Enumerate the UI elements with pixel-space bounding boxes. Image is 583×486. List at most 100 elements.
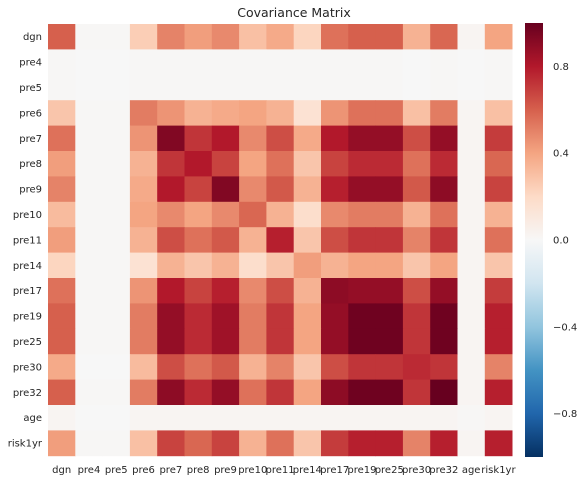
heatmap-cell (402, 125, 431, 152)
heatmap-cell (375, 379, 404, 406)
heatmap-cell (293, 151, 322, 177)
heatmap-cell (75, 100, 103, 126)
heatmap-cell (211, 252, 240, 279)
heatmap-cell (457, 100, 486, 126)
heatmap-cell (102, 252, 131, 279)
y-tick-label: pre14 (13, 261, 42, 272)
colorbar: −0.8 −0.4 0.0 0.4 0.8 (525, 23, 577, 457)
y-tick-label: pre8 (19, 159, 42, 170)
heatmap-cell (375, 430, 404, 457)
heatmap-cell (293, 227, 322, 253)
heatmap-cell (75, 125, 103, 152)
heatmap-cell (402, 328, 431, 355)
heatmap-cell (239, 49, 267, 76)
heatmap-cell (211, 74, 240, 101)
heatmap-cell (211, 303, 240, 330)
x-tick-label: pre19 (347, 465, 376, 476)
y-tick-label: pre17 (13, 286, 42, 297)
x-tick-label: pre7 (159, 465, 182, 476)
heatmap-cell (402, 151, 431, 177)
x-tick-label: pre10 (238, 465, 267, 476)
heatmap-cell (48, 151, 76, 177)
heatmap-cell (375, 303, 404, 330)
heatmap-cell (129, 354, 158, 380)
heatmap-cell (402, 201, 431, 228)
heatmap-cell (266, 252, 295, 279)
heatmap-cell (293, 430, 322, 457)
heatmap-cell (75, 278, 103, 304)
heatmap-cell (430, 151, 458, 177)
heatmap-cell (129, 125, 158, 152)
heatmap-cell (239, 303, 267, 330)
heatmap-cell (102, 227, 131, 253)
y-tick-label: age (23, 413, 42, 424)
heatmap-cell (375, 100, 404, 126)
heatmap-cell (75, 49, 103, 76)
heatmap-cell (484, 201, 513, 228)
heatmap-cell (457, 74, 486, 101)
heatmap-cell (48, 125, 76, 152)
heatmap-cell (457, 430, 486, 457)
x-tick-label: risk1yr (481, 465, 516, 476)
heatmap-cell (430, 354, 458, 380)
heatmap-cell (348, 252, 376, 279)
heatmap-cell (484, 405, 513, 431)
heatmap-cell (184, 354, 213, 380)
heatmap-cell (321, 74, 349, 101)
heatmap-cell (184, 74, 213, 101)
y-tick-label: pre25 (13, 337, 42, 348)
colorbar-tick-label: 0.4 (553, 149, 569, 160)
heatmap-cell (266, 227, 295, 253)
y-tick-label: pre7 (19, 134, 42, 145)
heatmap-cell (184, 430, 213, 457)
heatmap-cell (348, 201, 376, 228)
y-tick-label: pre9 (19, 185, 42, 196)
heatmap-cell (184, 176, 213, 203)
heatmap-cell (375, 201, 404, 228)
heatmap-cell (321, 176, 349, 203)
heatmap-cell (484, 151, 513, 177)
heatmap-cell (75, 354, 103, 380)
heatmap-cell (321, 354, 349, 380)
heatmap-cell (129, 176, 158, 203)
x-tick-label: age (462, 465, 481, 476)
heatmap-cell (129, 201, 158, 228)
heatmap-cell (102, 125, 131, 152)
y-tick-label: pre32 (13, 388, 42, 399)
heatmap-cell (321, 379, 349, 406)
heatmap-cell (375, 252, 404, 279)
heatmap-cell (484, 74, 513, 101)
heatmap-cell (239, 430, 267, 457)
heatmap-cell (48, 74, 76, 101)
heatmap-cell (321, 49, 349, 76)
heatmap-cell (375, 227, 404, 253)
heatmap-cell (157, 201, 185, 228)
heatmap-cell (293, 379, 322, 406)
x-tick-label: pre8 (187, 465, 210, 476)
chart-title: Covariance Matrix (237, 5, 351, 20)
y-tick-label: pre10 (13, 210, 42, 221)
heatmap-cell (293, 201, 322, 228)
heatmap-cell (48, 49, 76, 76)
heatmap-cell (184, 227, 213, 253)
heatmap-cell (75, 328, 103, 355)
heatmap-cell (184, 24, 213, 50)
heatmap-cell (430, 201, 458, 228)
heatmap-cell (211, 100, 240, 126)
heatmap-cell (157, 151, 185, 177)
heatmap-cell (321, 430, 349, 457)
heatmap-cell (157, 354, 185, 380)
heatmap-cell (239, 24, 267, 50)
heatmap-cell (484, 379, 513, 406)
heatmap-cell (484, 125, 513, 152)
heatmap-cell (266, 379, 295, 406)
heatmap-cell (457, 278, 486, 304)
heatmap-cell (321, 303, 349, 330)
heatmap-cell (239, 176, 267, 203)
heatmap-cell (184, 151, 213, 177)
heatmap-cell (293, 303, 322, 330)
heatmap-cell (129, 74, 158, 101)
x-tick-label: pre25 (375, 465, 404, 476)
heatmap-cell (266, 49, 295, 76)
